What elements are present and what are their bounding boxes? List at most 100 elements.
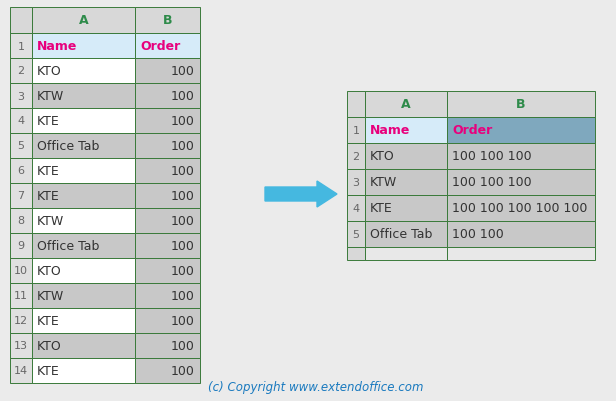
Text: 100 100 100 100 100: 100 100 100 100 100 [452, 202, 588, 215]
FancyArrow shape [265, 182, 337, 207]
Bar [32, 184, 135, 209]
Bar [447, 247, 595, 260]
Bar [10, 258, 32, 283]
Bar [32, 209, 135, 233]
Text: 4: 4 [17, 116, 25, 126]
Text: 2: 2 [352, 152, 360, 162]
Bar [365, 144, 447, 170]
Text: (c) Copyright www.extendoffice.com: (c) Copyright www.extendoffice.com [208, 381, 424, 393]
Bar [447, 92, 595, 118]
Text: 5: 5 [352, 229, 360, 239]
Text: 100: 100 [171, 215, 195, 227]
Bar [347, 221, 365, 247]
Text: 7: 7 [17, 191, 25, 201]
Text: Order: Order [140, 40, 180, 53]
Text: KTW: KTW [37, 215, 64, 227]
Text: 100 100: 100 100 [452, 228, 504, 241]
Bar [447, 170, 595, 196]
Text: 100: 100 [171, 339, 195, 352]
Text: 100: 100 [171, 314, 195, 327]
Bar [447, 144, 595, 170]
Text: KTE: KTE [37, 164, 60, 178]
Text: KTW: KTW [370, 176, 397, 189]
Bar [10, 283, 32, 308]
Text: 12: 12 [14, 316, 28, 326]
Text: 100: 100 [171, 140, 195, 153]
Bar [32, 233, 135, 258]
Text: 9: 9 [17, 241, 25, 251]
Bar [32, 84, 135, 109]
Bar [10, 358, 32, 383]
Text: Office Tab: Office Tab [37, 140, 99, 153]
Bar [365, 221, 447, 247]
Bar [10, 34, 32, 59]
Text: 2: 2 [17, 66, 25, 76]
Bar [135, 184, 200, 209]
Text: A: A [79, 14, 88, 27]
Text: A: A [401, 98, 411, 111]
Text: 3: 3 [352, 178, 360, 188]
Bar [135, 8, 200, 34]
Bar [135, 209, 200, 233]
Text: 100: 100 [171, 65, 195, 78]
Bar [135, 233, 200, 258]
Text: KTW: KTW [37, 289, 64, 302]
Bar [32, 159, 135, 184]
Bar [10, 109, 32, 134]
Bar [347, 196, 365, 221]
Bar [347, 247, 365, 260]
Text: KTO: KTO [370, 150, 395, 163]
Bar [365, 196, 447, 221]
Bar [135, 59, 200, 84]
Bar [135, 308, 200, 333]
Bar [10, 233, 32, 258]
Bar [135, 358, 200, 383]
Bar [32, 34, 135, 59]
Bar [10, 134, 32, 159]
Bar [10, 59, 32, 84]
Bar [347, 144, 365, 170]
Text: 100: 100 [171, 289, 195, 302]
Bar [10, 184, 32, 209]
Text: 4: 4 [352, 203, 360, 213]
Bar [135, 34, 200, 59]
Text: 14: 14 [14, 366, 28, 376]
Text: Name: Name [37, 40, 78, 53]
Bar [32, 258, 135, 283]
Text: 100: 100 [171, 190, 195, 203]
Bar [10, 308, 32, 333]
Bar [10, 209, 32, 233]
Text: KTE: KTE [37, 364, 60, 377]
Text: KTO: KTO [37, 65, 62, 78]
Text: Order: Order [452, 124, 492, 137]
Bar [32, 109, 135, 134]
Text: 11: 11 [14, 291, 28, 301]
Bar [347, 92, 365, 118]
Bar [135, 109, 200, 134]
Bar [135, 134, 200, 159]
Text: KTE: KTE [37, 190, 60, 203]
Bar [32, 134, 135, 159]
Bar [447, 196, 595, 221]
Text: 3: 3 [17, 91, 25, 101]
Bar [10, 159, 32, 184]
Text: 13: 13 [14, 341, 28, 350]
Text: KTW: KTW [37, 90, 64, 103]
Text: KTE: KTE [370, 202, 393, 215]
Text: Name: Name [370, 124, 410, 137]
Bar [32, 358, 135, 383]
Bar [10, 8, 32, 34]
Bar [365, 247, 447, 260]
Bar [347, 170, 365, 196]
Bar [32, 59, 135, 84]
Text: KTE: KTE [37, 314, 60, 327]
Bar [447, 118, 595, 144]
Text: 100: 100 [171, 239, 195, 252]
Text: 100: 100 [171, 264, 195, 277]
Bar [32, 283, 135, 308]
Text: KTO: KTO [37, 339, 62, 352]
Bar [135, 84, 200, 109]
Bar [365, 118, 447, 144]
Text: 1: 1 [352, 126, 360, 136]
Bar [135, 159, 200, 184]
